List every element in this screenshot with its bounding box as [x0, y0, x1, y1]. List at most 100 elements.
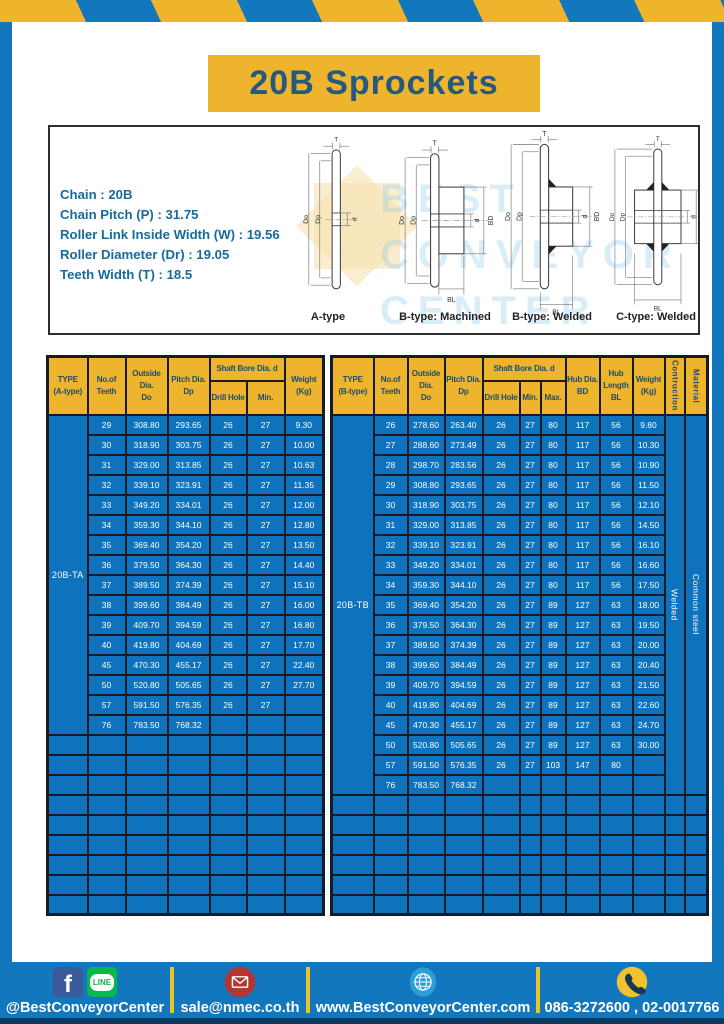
table-cell	[539, 873, 567, 896]
diagram-caption-b-type-welded: B-type: Welded	[512, 311, 592, 323]
line-icon[interactable]: LINE	[87, 967, 117, 997]
table-row: 57 591.50 576.35 26 27	[48, 693, 325, 716]
table-cell	[564, 793, 601, 816]
table-row: 31 329.00 313.85 26 27 80 117 56 14.50	[332, 513, 708, 536]
sprocket-diagram-b-type-machined: T Do Dp d BD BL	[399, 140, 494, 303]
page-title-banner: 20B Sprockets	[208, 55, 540, 112]
col-header-construction: Contruction	[663, 355, 686, 416]
table-cell	[406, 893, 446, 916]
sprocket-diagram-a-type: T Do Dp d	[303, 137, 358, 290]
empty-row	[46, 773, 325, 796]
table-cell: 16.80	[283, 613, 325, 636]
table-cell: 89	[539, 733, 567, 756]
table-cell	[598, 833, 634, 856]
phone-numbers[interactable]: 086-3272600 , 02-0017766	[544, 1000, 720, 1016]
table-cell: 26	[481, 513, 521, 536]
table-cell	[683, 893, 709, 916]
table-cell	[124, 733, 169, 756]
table-cell: 26	[208, 633, 248, 656]
table-cell	[283, 733, 325, 756]
footer-divider	[306, 967, 310, 1013]
table-cell: 30	[86, 433, 127, 456]
table-row: 35 369.40 354.20 26 27 89 127 63 18.00	[332, 593, 708, 616]
table-row: 38 399.60 384.49 26 27 16.00	[48, 593, 325, 616]
table-cell: 50	[372, 733, 409, 756]
table-cell: 89	[539, 593, 567, 616]
table-cell: 384.49	[166, 593, 211, 616]
table-cell: 27	[518, 593, 542, 616]
empty-row	[330, 893, 709, 916]
table-cell	[598, 893, 634, 916]
table-row: 45 470.30 455.17 26 27 22.40	[48, 653, 325, 676]
table-cell	[564, 773, 601, 796]
table-row: 35 369.40 354.20 26 27 13.50	[48, 533, 325, 556]
table-cell: 26	[481, 553, 521, 576]
table-cell: 76	[372, 773, 409, 796]
table-cell: 56	[598, 433, 634, 456]
table-cell: 26	[208, 673, 248, 696]
email-section[interactable]: sale@nmec.co.th	[174, 962, 306, 1018]
table-cell	[631, 873, 666, 896]
table-cell	[86, 893, 127, 916]
table-cell	[245, 773, 286, 796]
table-cell: 80	[598, 753, 634, 776]
table-cell: 40	[86, 633, 127, 656]
table-cell: 419.80	[406, 693, 446, 716]
type-label: 20B-TB	[330, 413, 375, 796]
table-cell: 32	[372, 533, 409, 556]
phone-section[interactable]: 086-3272600 , 02-0017766	[540, 962, 724, 1018]
table-cell: 26	[208, 533, 248, 556]
table-cell	[166, 753, 211, 776]
table-cell: 33	[86, 493, 127, 516]
social-section[interactable]: f LINE @BestConveyorCenter	[0, 962, 170, 1018]
table-cell: 36	[86, 553, 127, 576]
table-cell	[208, 793, 248, 816]
table-cell: 26	[208, 653, 248, 676]
email-icon[interactable]	[224, 966, 256, 998]
table-cell: 26	[481, 753, 521, 776]
table-cell	[443, 813, 484, 836]
empty-row	[330, 793, 709, 816]
table-row: 40 419.80 404.69 26 27 17.70	[48, 633, 325, 656]
table-cell	[372, 853, 409, 876]
facebook-icon[interactable]: f	[53, 967, 83, 998]
table-cell	[124, 853, 169, 876]
website-section[interactable]: www.BestConveyorCenter.com	[310, 962, 536, 1018]
table-cell: 349.20	[406, 553, 446, 576]
table-cell: 399.60	[124, 593, 169, 616]
globe-icon[interactable]	[406, 966, 440, 998]
table-cell: 27	[245, 453, 286, 476]
social-handle[interactable]: @BestConveyorCenter	[5, 1000, 165, 1016]
table-cell	[166, 893, 211, 916]
table-cell	[283, 753, 325, 776]
table-cell	[663, 833, 686, 856]
table-cell: 20.40	[631, 653, 666, 676]
spec-diagram-panel: BEST CONVEYOR CENTER Chain : 20B Chain P…	[48, 125, 700, 335]
table-cell: 80	[539, 493, 567, 516]
bottom-accent-strip	[0, 1018, 724, 1024]
table-cell	[539, 833, 567, 856]
table-cell: 27	[518, 653, 542, 676]
table-row: 34 359.30 344.10 26 27 80 117 56 17.50	[332, 573, 708, 596]
table-cell	[46, 773, 89, 796]
svg-text:BL: BL	[552, 310, 561, 317]
table-cell: 50	[86, 673, 127, 696]
table-cell: 323.91	[166, 473, 211, 496]
table-cell: 56	[598, 533, 634, 556]
table-cell: 783.50	[406, 773, 446, 796]
table-cell	[283, 793, 325, 816]
table-cell: 18.00	[631, 593, 666, 616]
website-url[interactable]: www.BestConveyorCenter.com	[315, 1000, 531, 1016]
table-cell: 27	[245, 573, 286, 596]
col-header-pitch: Pitch Dia. Dp	[443, 355, 484, 416]
table-cell: 89	[539, 613, 567, 636]
table-cell: 117	[564, 513, 601, 536]
table-cell	[245, 753, 286, 776]
empty-row	[330, 833, 709, 856]
svg-text:Do: Do	[399, 216, 406, 225]
phone-icon[interactable]	[616, 966, 648, 998]
table-cell: 36	[372, 613, 409, 636]
table-cell	[443, 893, 484, 916]
email-address[interactable]: sale@nmec.co.th	[180, 1000, 300, 1016]
table-cell: 27	[245, 693, 286, 716]
